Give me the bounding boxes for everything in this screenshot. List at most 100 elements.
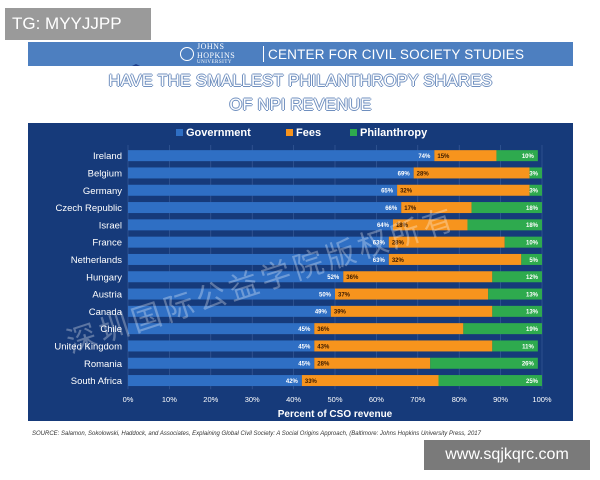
category-label: Hungary — [86, 272, 122, 283]
bar-segment — [128, 323, 315, 335]
bar-segment — [496, 150, 538, 162]
university-name: JOHNS HOPKINS UNIVERSITY — [197, 42, 236, 65]
bar-segment — [314, 340, 493, 352]
bar-segment — [301, 375, 439, 387]
category-label: Czech Republic — [55, 203, 122, 214]
data-label: 28% — [317, 362, 330, 368]
legend-swatch — [176, 129, 183, 136]
bar-segment — [413, 167, 530, 179]
x-tick-label: 30% — [245, 395, 260, 404]
bar-segment — [128, 236, 389, 248]
legend-label: Philanthropy — [360, 127, 428, 139]
bar-segment — [492, 271, 542, 283]
data-label: 45% — [298, 362, 311, 368]
category-label: Ireland — [93, 151, 122, 162]
header-bar: JOHNS HOPKINS UNIVERSITY CENTER FOR CIVI… — [28, 42, 573, 66]
source-note: SOURCE: Salamon, Sokolowski, Haddock, an… — [32, 431, 481, 437]
bar-segment — [314, 357, 431, 369]
bar-segment — [438, 375, 542, 387]
data-label: 36% — [317, 327, 330, 333]
bar-segment — [128, 167, 414, 179]
bar-segment — [529, 167, 542, 179]
bar-segment — [128, 375, 302, 387]
x-axis-label: Percent of CSO revenue — [278, 409, 393, 420]
university-seal-icon — [180, 47, 194, 61]
bar-segment — [314, 323, 464, 335]
data-label: 18% — [526, 223, 539, 229]
bar-segment — [128, 202, 402, 214]
data-label: 52% — [327, 275, 340, 281]
data-label: 36% — [346, 275, 359, 281]
slide: JOHNS HOPKINS UNIVERSITY CENTER FOR CIVI… — [28, 42, 573, 422]
category-label: Romania — [84, 359, 123, 370]
bar-segment — [521, 253, 542, 265]
category-label: Canada — [89, 307, 123, 318]
x-tick-label: 60% — [369, 395, 384, 404]
title-bar: HAVE THE SMALLEST PHILANTHROPY SHARES OF… — [28, 66, 573, 123]
slide-title-line2: OF NPI REVENUE — [229, 96, 372, 114]
data-label: 18% — [526, 206, 539, 212]
data-label: 11% — [522, 344, 534, 350]
data-label: 13% — [526, 310, 539, 316]
data-label: 69% — [398, 171, 411, 177]
bar-segment — [392, 219, 468, 231]
bar-segment — [128, 357, 315, 369]
data-label: 66% — [385, 206, 398, 212]
chart-panel: Government Fees Philanthropy Ireland 74% 15% 1… — [28, 123, 573, 421]
legend-label: Government — [186, 127, 251, 139]
bar-segment — [335, 288, 489, 300]
site-tag: www.sqjkqrc.com — [424, 440, 590, 470]
bar-segment — [128, 184, 398, 196]
data-label: 37% — [338, 292, 351, 298]
data-label: 18% — [396, 223, 409, 229]
category-label: Israel — [99, 220, 122, 231]
data-label: 43% — [317, 344, 330, 350]
x-tick-label: 100% — [532, 395, 552, 404]
x-tick-label: 20% — [203, 395, 218, 404]
x-tick-label: 50% — [327, 395, 342, 404]
data-label: 45% — [298, 344, 311, 350]
x-tick-label: 90% — [493, 395, 508, 404]
bar-segment — [128, 253, 389, 265]
bar-segment — [434, 150, 497, 162]
data-label: 45% — [298, 327, 311, 333]
bar-segment — [467, 219, 542, 231]
channel-tag: TG: MYYJJPP — [5, 8, 151, 40]
data-label: 3% — [529, 189, 538, 195]
bar-segment — [492, 340, 538, 352]
data-label: 50% — [319, 292, 332, 298]
jhu-logo: JOHNS HOPKINS UNIVERSITY CENTER FOR CIVI… — [180, 42, 525, 65]
x-tick-label: 70% — [410, 395, 425, 404]
bar-segment — [529, 184, 542, 196]
data-label: 26% — [522, 362, 535, 368]
bar-segment — [488, 288, 542, 300]
center-title: CENTER FOR CIVIL SOCIETY STUDIES — [268, 46, 525, 62]
category-label: Netherlands — [71, 255, 122, 266]
legend-swatch — [350, 129, 357, 136]
bar-segment — [128, 219, 393, 231]
bar-segment — [388, 236, 505, 248]
data-label: 74% — [418, 154, 431, 160]
data-label: 12% — [526, 275, 539, 281]
data-label: 33% — [305, 379, 318, 385]
x-tick-label: 10% — [162, 395, 177, 404]
category-label: South Africa — [71, 376, 123, 387]
bar-segment — [128, 288, 335, 300]
data-label: 3% — [529, 171, 538, 177]
bar-segment — [388, 253, 522, 265]
data-label: 15% — [437, 154, 450, 160]
data-label: 65% — [381, 189, 394, 195]
data-label: 32% — [400, 189, 413, 195]
slide-title-line1: HAVE THE SMALLEST PHILANTHROPY SHARES — [108, 72, 493, 90]
bar-segment — [401, 202, 472, 214]
category-label: Belgium — [88, 168, 122, 179]
data-label: 28% — [392, 240, 405, 246]
data-label: 42% — [286, 379, 299, 385]
category-label: Germany — [83, 186, 122, 197]
data-label: 19% — [526, 327, 539, 333]
data-label: 63% — [373, 258, 386, 264]
bar-segment — [471, 202, 542, 214]
data-label: 25% — [526, 379, 539, 385]
data-label: 5% — [529, 258, 538, 264]
bar-segment — [128, 340, 315, 352]
